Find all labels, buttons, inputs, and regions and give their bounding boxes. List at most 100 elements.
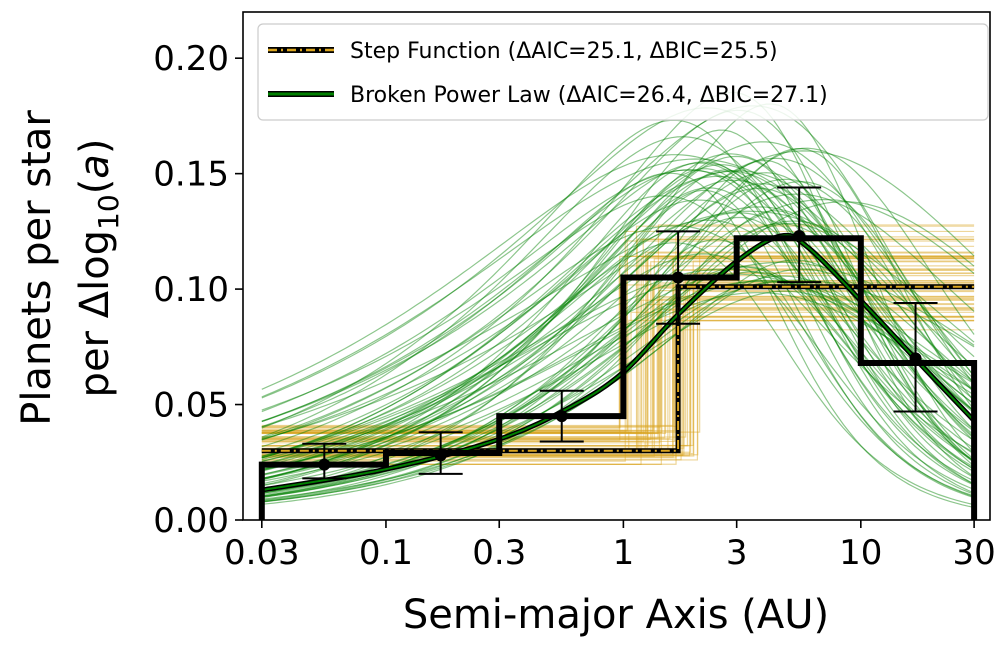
y-axis-title-line1: Planets per star: [14, 110, 60, 426]
power-law-draw-line: [261, 187, 975, 471]
power-law-draw-line: [261, 198, 975, 479]
power-law-draw-line: [261, 109, 975, 460]
legend-box: [257, 23, 989, 121]
power-law-draw-line: [261, 222, 975, 502]
power-law-draw-line: [261, 199, 975, 462]
power-law-draw-line: [261, 195, 975, 497]
y-tick-label: 0.20: [153, 39, 229, 79]
step-draw-line: [261, 275, 975, 438]
y-axis-title-line2: per Δlog10(a): [72, 139, 125, 398]
y-tick-label: 0.10: [153, 270, 229, 310]
occurrence-histogram: [258, 235, 978, 520]
power-law-draw-line: [261, 103, 975, 479]
x-tick-label: 1: [613, 533, 635, 573]
x-tick-label: 3: [726, 533, 748, 573]
data-marker: [318, 458, 331, 471]
step-draw-line: [261, 297, 975, 440]
power-law-draw-line: [261, 164, 975, 471]
y-tick-label: 0.00: [153, 501, 229, 541]
power-law-draw-line: [261, 172, 975, 508]
power-law-draw-line: [261, 268, 975, 457]
power-law-draw-line: [261, 91, 975, 478]
step-draw-line: [261, 245, 975, 433]
power-law-draw-line: [261, 157, 975, 476]
step-draw-line: [261, 299, 975, 440]
step-draw-line: [261, 308, 975, 428]
power-law-draw-line: [261, 280, 975, 503]
plot-frame: [242, 11, 991, 521]
data-point: [539, 389, 584, 443]
step-draw-line: [261, 261, 975, 441]
power-law-draw-line: [261, 150, 975, 465]
plot-area: [258, 91, 978, 520]
power-law-draw-line: [261, 105, 975, 422]
power-law-draw-line: [261, 210, 975, 428]
power-law-draw-line: [261, 219, 975, 471]
x-tick-label: 0.03: [224, 533, 300, 573]
power-law-draw-line: [261, 216, 975, 485]
power-law-draw-line: [261, 206, 975, 440]
power-law-draw-line: [261, 141, 975, 441]
power-law-draw-line: [261, 119, 975, 482]
data-marker: [434, 449, 447, 462]
data-marker: [672, 271, 685, 284]
power-law-draw-line: [261, 253, 975, 490]
power-law-draw-line: [261, 201, 975, 497]
power-law-draw-line: [261, 225, 975, 454]
legend-step-label: Step Function (ΔAIC=25.1, ΔBIC=25.5): [350, 39, 778, 64]
step-draw-line: [261, 316, 975, 439]
power-law-draw-line: [261, 273, 975, 459]
power-law-draw-line: [261, 136, 975, 449]
data-marker: [555, 410, 568, 423]
legend: Step Function (ΔAIC=25.1, ΔBIC=25.5) Bro…: [257, 23, 989, 121]
power-law-draw-line: [261, 261, 975, 462]
power-law-draw-line: [261, 187, 975, 486]
data-point: [893, 301, 938, 413]
data-point: [777, 186, 822, 284]
data-point: [302, 442, 347, 480]
power-law-draw-line: [261, 223, 975, 503]
power-law-draw-line: [261, 279, 975, 470]
power-law-draw-line: [261, 169, 975, 491]
step-draw-line: [261, 224, 975, 435]
data-marker: [909, 352, 922, 365]
power-law-draw-line: [261, 172, 975, 476]
power-law-draw-line: [261, 155, 975, 472]
power-law-draw-line: [261, 212, 975, 466]
step-draw-line: [261, 269, 975, 432]
x-tick-label: 0.1: [359, 533, 413, 573]
power-law-draw-line: [261, 169, 975, 470]
x-axis-title: Semi-major Axis (AU): [403, 592, 829, 638]
legend-power-label: Broken Power Law (ΔAIC=26.4, ΔBIC=27.1): [350, 83, 828, 108]
power-law-draw-line: [261, 170, 975, 480]
step-draw-line: [261, 309, 975, 435]
step-draw-line: [261, 316, 975, 461]
power-law-draw-line: [261, 162, 975, 494]
x-tick-label: 30: [952, 533, 995, 573]
power-law-draw-line: [261, 175, 975, 459]
step-draw-line: [261, 320, 975, 443]
power-law-draw-line: [261, 169, 975, 432]
power-law-draw-line: [261, 129, 975, 485]
x-tick-label: 10: [839, 533, 882, 573]
power-law-draw-line: [261, 280, 975, 471]
step-draw-line: [261, 265, 975, 430]
data-marker: [793, 229, 806, 242]
power-law-draw-line: [261, 107, 975, 439]
step-draw-line: [261, 257, 975, 440]
step-best-fit-line: [261, 285, 975, 452]
power-law-draw-line: [261, 159, 975, 501]
power-law-draw-line: [261, 161, 975, 481]
power-law-draw-line: [261, 158, 975, 398]
power-law-posterior-draws: [261, 91, 975, 508]
step-draw-line: [261, 303, 975, 465]
step-draw-line: [261, 258, 975, 457]
power-law-draw-line: [261, 148, 975, 498]
x-tick-label: 0.3: [472, 533, 526, 573]
axes: 0.03 0.1 0.3 1 3 10 30 0.00 0.05 0.10 0.15 0.20: [153, 39, 995, 573]
step-draw-line: [261, 269, 975, 458]
data-point: [656, 230, 701, 325]
y-tick-label: 0.05: [153, 386, 229, 426]
power-law-draw-line: [261, 275, 975, 498]
